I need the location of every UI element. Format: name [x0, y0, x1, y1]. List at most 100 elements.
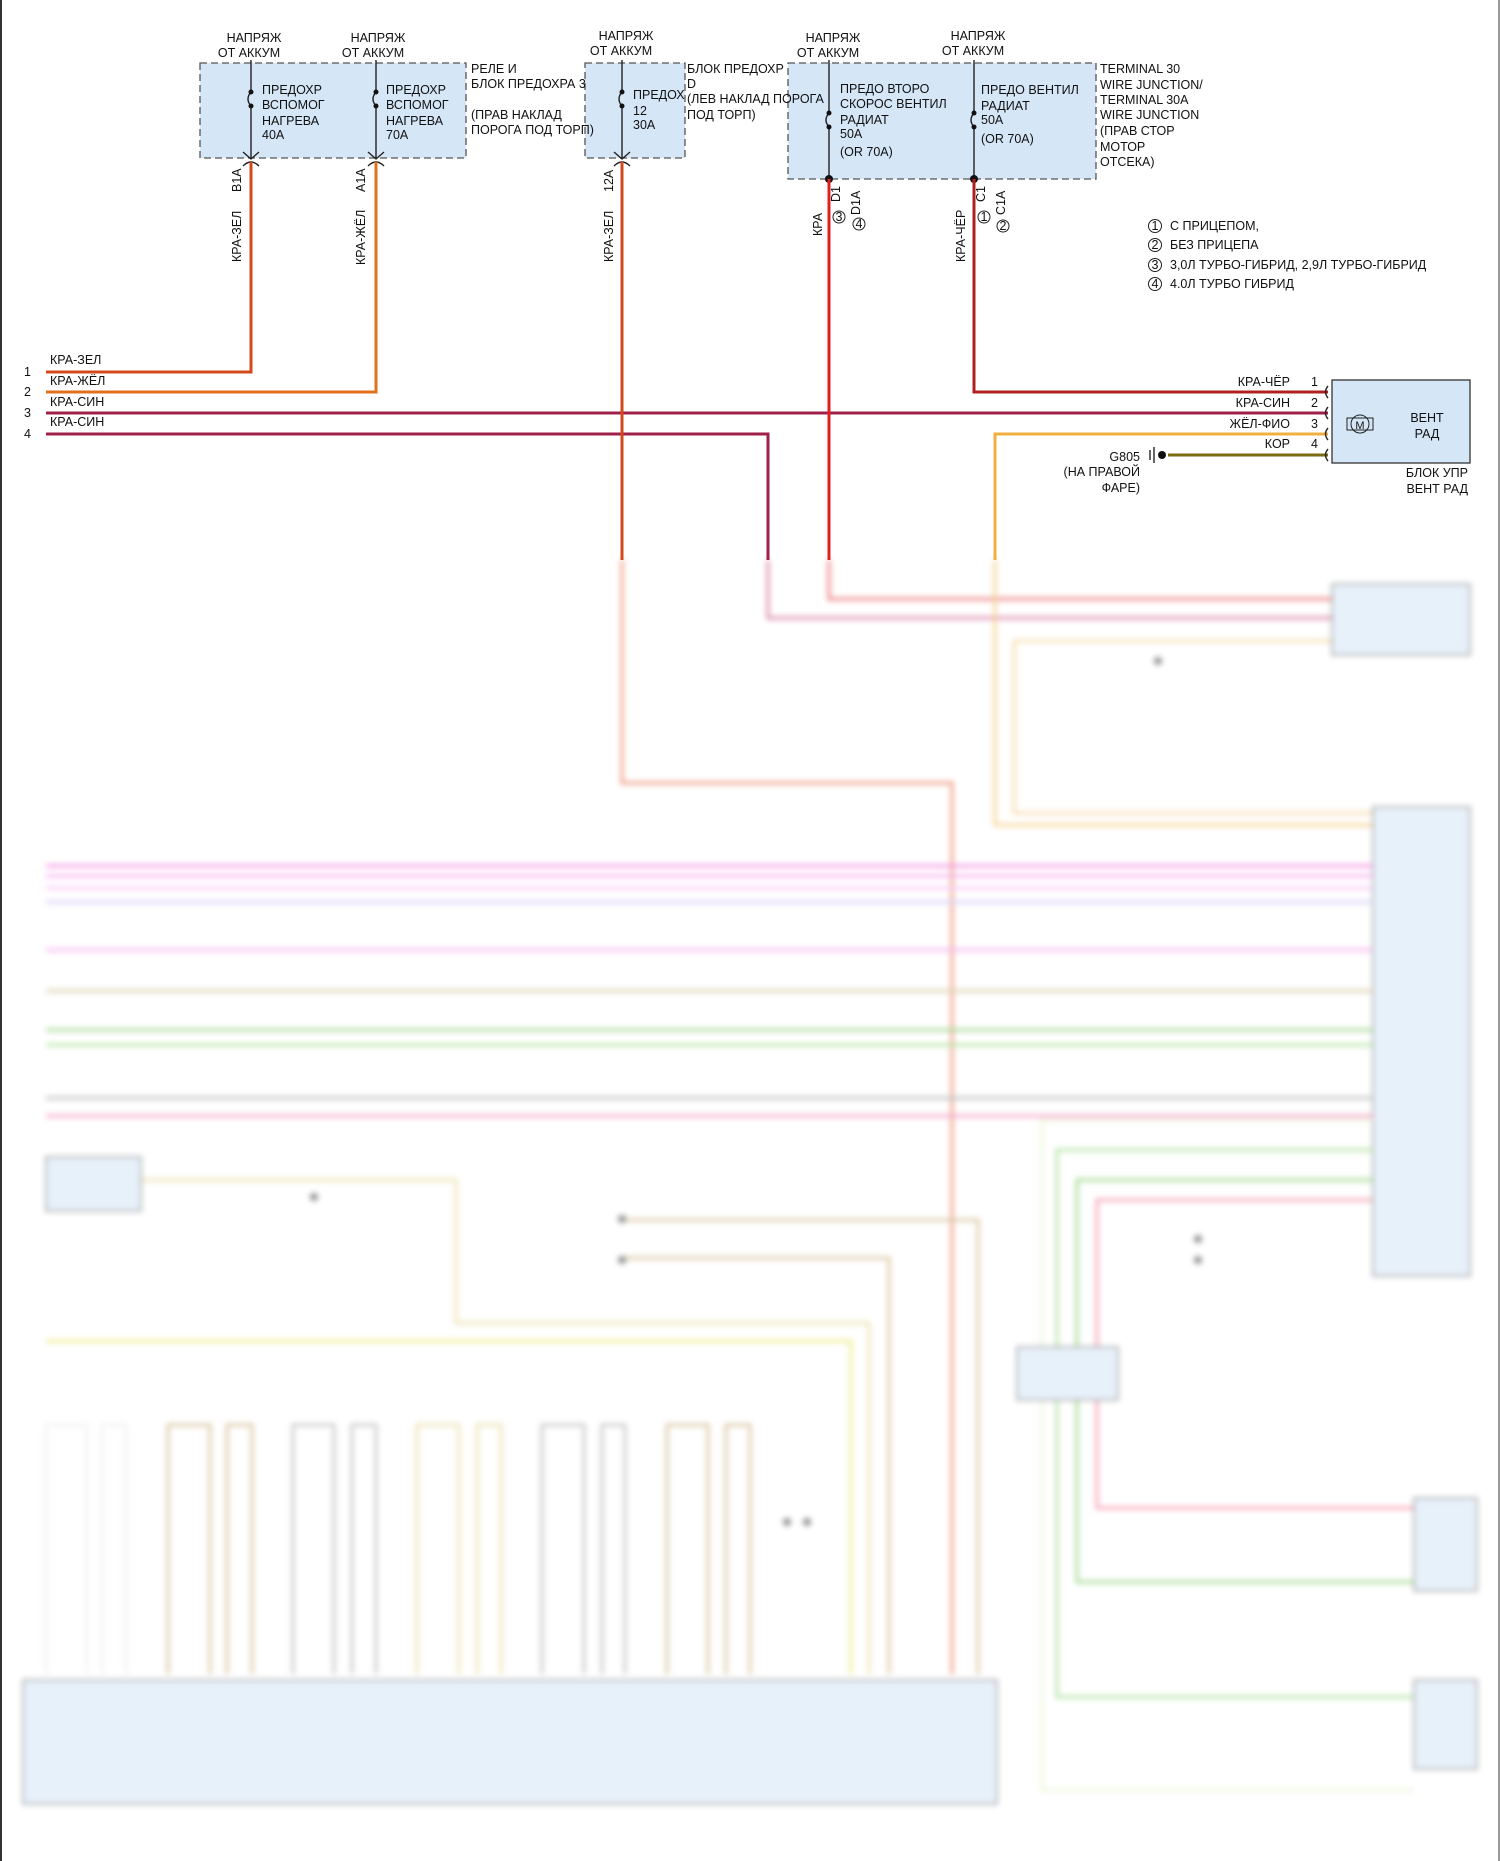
svg-text:СКОРОС ВЕНТИЛ: СКОРОС ВЕНТИЛ [840, 97, 947, 111]
svg-text:(OR 70A): (OR 70A) [840, 145, 893, 159]
svg-text:1: 1 [1152, 219, 1159, 233]
svg-text:ПОД ТОРП): ПОД ТОРП) [687, 108, 756, 122]
svg-text:D1A: D1A [849, 190, 863, 215]
svg-text:G805: G805 [1109, 450, 1140, 464]
svg-text:(ПРАВ СТОР: (ПРАВ СТОР [1100, 124, 1175, 138]
supply-label: НАПРЯЖ [351, 31, 406, 45]
svg-text:КОР: КОР [1265, 437, 1290, 451]
svg-text:3,0Л ТУРБО-ГИБРИД, 2,9Л ТУРБО-: 3,0Л ТУРБО-ГИБРИД, 2,9Л ТУРБО-ГИБРИД [1170, 258, 1427, 272]
svg-text:ПРЕДОХР: ПРЕДОХР [386, 83, 446, 97]
fuse-box-3 [787, 62, 1097, 180]
svg-text:НАГРЕВА: НАГРЕВА [386, 114, 444, 128]
svg-text:(ПРАВ НАКЛАД: (ПРАВ НАКЛАД [471, 108, 562, 122]
svg-text:БЛОК УПР: БЛОК УПР [1406, 466, 1468, 480]
fuse-box-1 [199, 62, 467, 159]
wires [46, 162, 1328, 560]
svg-text:A1A: A1A [354, 168, 368, 192]
svg-text:КРА-ЗЕЛ: КРА-ЗЕЛ [230, 211, 244, 262]
svg-text:НАГРЕВА: НАГРЕВА [262, 114, 320, 128]
svg-text:РАДИАТ: РАДИАТ [981, 99, 1030, 113]
svg-text:D1: D1 [829, 186, 843, 202]
wire-kra-zhel [46, 162, 378, 394]
svg-text:2: 2 [24, 385, 31, 399]
svg-text:3: 3 [1311, 417, 1318, 431]
svg-text:ПОРОГА ПОД ТОРП): ПОРОГА ПОД ТОРП) [471, 123, 594, 137]
svg-text:1: 1 [1311, 375, 1318, 389]
svg-text:B1A: B1A [230, 168, 244, 192]
svg-text:МОТОР: МОТОР [1100, 140, 1145, 154]
svg-text:КРА-ЖЁЛ: КРА-ЖЁЛ [354, 210, 368, 265]
svg-text:50A: 50A [840, 127, 863, 141]
svg-text:РЕЛЕ И: РЕЛЕ И [471, 62, 517, 76]
svg-text:30A: 30A [633, 118, 656, 132]
svg-text:(ЛЕВ НАКЛАД ПОРОГА: (ЛЕВ НАКЛАД ПОРОГА [687, 92, 824, 106]
svg-text:12: 12 [633, 104, 647, 118]
fuse-box-2 [584, 62, 686, 159]
svg-text:3: 3 [24, 406, 31, 420]
svg-text:4: 4 [1311, 437, 1318, 451]
blurred-lower-diagram [22, 560, 1478, 1805]
svg-text:ВЕНТ: ВЕНТ [1410, 411, 1444, 425]
svg-text:C1A: C1A [994, 190, 1008, 215]
svg-text:КРА-ЗЕЛ: КРА-ЗЕЛ [50, 353, 101, 367]
svg-text:(OR 70A): (OR 70A) [981, 132, 1034, 146]
svg-text:РАДИАТ: РАДИАТ [840, 113, 889, 127]
pin-labels: B1A КРА-ЗЕЛ A1A КРА-ЖЁЛ 12A КРА-ЗЕЛ КРА … [230, 168, 1010, 265]
ground-icon [1149, 447, 1166, 463]
svg-text:КРА-ЗЕЛ: КРА-ЗЕЛ [602, 211, 616, 262]
svg-text:ВСПОМОГ: ВСПОМОГ [262, 98, 325, 112]
supply-label: ОТ АККУМ [797, 46, 859, 60]
svg-text:КРА-ЧЁР: КРА-ЧЁР [1238, 375, 1290, 389]
svg-text:ФАРЕ): ФАРЕ) [1102, 481, 1140, 495]
supply-label: ОТ АККУМ [942, 44, 1004, 58]
svg-text:ПРЕДОХР: ПРЕДОХР [262, 83, 322, 97]
motor-icon: M [1346, 414, 1374, 434]
wire-zhel-fio [993, 432, 1328, 560]
svg-text:БЛОК ПРЕДОХР: БЛОК ПРЕДОХР [687, 62, 784, 76]
svg-text:2: 2 [1000, 219, 1007, 233]
svg-text:TERMINAL 30A: TERMINAL 30A [1100, 93, 1189, 107]
svg-text:ВСПОМОГ: ВСПОМОГ [386, 98, 449, 112]
svg-text:(НА ПРАВОЙ: (НА ПРАВОЙ [1064, 464, 1140, 479]
svg-text:4.0Л ТУРБО ГИБРИД: 4.0Л ТУРБО ГИБРИД [1170, 277, 1295, 291]
svg-text:2: 2 [1152, 238, 1159, 252]
svg-text:4: 4 [856, 217, 863, 231]
supply-label: НАПРЯЖ [227, 31, 282, 45]
svg-text:3: 3 [1152, 258, 1159, 272]
wire-kra-zel-1 [46, 162, 253, 374]
fan-control-module: M ВЕНТ РАД КРА-ЧЁР 1 КРА-СИН 2 ЖЁЛ-ФИО 3 КО… [1064, 375, 1471, 496]
svg-text:ПРЕДОХ: ПРЕДОХ [633, 88, 685, 102]
svg-text:1: 1 [24, 365, 31, 379]
wire-kra-sin-4 [46, 432, 770, 560]
svg-text:D: D [687, 77, 696, 91]
svg-text:3: 3 [836, 210, 843, 224]
svg-text:40A: 40A [262, 128, 285, 142]
left-connector: 1 КРА-ЗЕЛ 2 КРА-ЖЁЛ 3 КРА-СИН 4 КРА-СИН [24, 353, 105, 441]
svg-text:ПРЕДО ВТОРО: ПРЕДО ВТОРО [840, 82, 930, 96]
svg-text:WIRE JUNCTION: WIRE JUNCTION [1100, 108, 1199, 122]
fuse-terminals [248, 89, 978, 183]
svg-text:КРА-СИН: КРА-СИН [1236, 396, 1290, 410]
svg-text:C1: C1 [974, 186, 988, 202]
svg-text:БЕЗ ПРИЦЕПА: БЕЗ ПРИЦЕПА [1170, 238, 1259, 252]
svg-text:КРА-СИН: КРА-СИН [50, 415, 104, 429]
svg-text:РАД: РАД [1415, 427, 1440, 441]
supply-label: НАПРЯЖ [599, 29, 654, 43]
svg-text:КРА-СИН: КРА-СИН [50, 395, 104, 409]
svg-text:КРА-ЧЁР: КРА-ЧЁР [954, 210, 968, 262]
svg-text:12A: 12A [602, 169, 616, 192]
svg-text:4: 4 [1152, 277, 1159, 291]
svg-text:БЛОК ПРЕДОХРА 3: БЛОК ПРЕДОХРА 3 [471, 77, 586, 91]
svg-text:TERMINAL 30: TERMINAL 30 [1100, 62, 1180, 76]
svg-text:2: 2 [1311, 396, 1318, 410]
svg-text:ЖЁЛ-ФИО: ЖЁЛ-ФИО [1230, 417, 1291, 431]
svg-text:ПРЕДО ВЕНТИЛ: ПРЕДО ВЕНТИЛ [981, 83, 1079, 97]
svg-text:4: 4 [24, 427, 31, 441]
svg-text:КРА: КРА [811, 212, 825, 236]
